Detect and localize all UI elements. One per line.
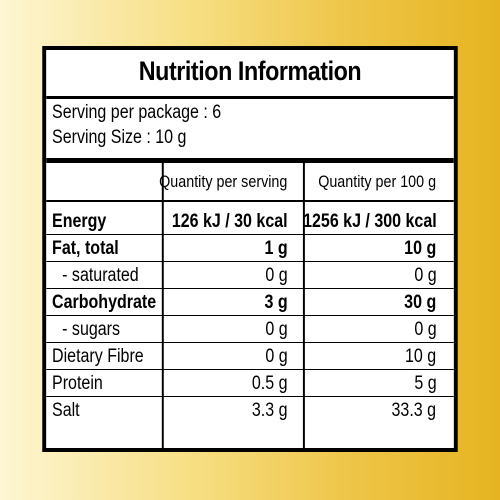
row-divider bbox=[46, 261, 454, 262]
nutrient-name: Protein bbox=[52, 373, 103, 394]
nutrient-name: - sugars bbox=[62, 319, 121, 340]
per-serving-value: 126 kJ / 30 kcal bbox=[171, 211, 288, 232]
per-serving-value: 0 g bbox=[264, 265, 288, 286]
row-divider bbox=[46, 315, 454, 316]
table-row: Energy 126 kJ / 30 kcal 1256 kJ / 300 kcal bbox=[46, 208, 454, 235]
per-serving-value: 0 g bbox=[264, 319, 288, 340]
per-100g-value: 10 g bbox=[404, 238, 437, 259]
table-row: Protein 0.5 g 5 g bbox=[46, 370, 454, 397]
header-per-serving: Quantity per serving bbox=[159, 172, 288, 191]
per-serving-value: 0.5 g bbox=[251, 373, 288, 394]
row-divider bbox=[46, 234, 454, 235]
nutrition-panel: Nutrition Information Serving per packag… bbox=[42, 46, 458, 452]
per-serving-value: 3 g bbox=[264, 292, 288, 313]
per-100g-value: 0 g bbox=[413, 319, 437, 340]
per-100g-value: 0 g bbox=[413, 265, 437, 286]
per-serving-value: 0 g bbox=[264, 346, 288, 367]
header-per-100g: Quantity per 100 g bbox=[318, 172, 437, 191]
row-divider bbox=[46, 342, 454, 343]
table-row: Fat, total 1 g 10 g bbox=[46, 235, 454, 262]
table-row: Salt 3.3 g 33.3 g bbox=[46, 397, 454, 424]
per-100g-value: 5 g bbox=[413, 373, 437, 394]
per-100g-value: 1256 kJ / 300 kcal bbox=[302, 211, 437, 232]
table-row: - saturated 0 g 0 g bbox=[46, 262, 454, 289]
table-row: Carbohydrate 3 g 30 g bbox=[46, 289, 454, 316]
table-row: Dietary Fibre 0 g 10 g bbox=[46, 343, 454, 370]
serving-per-package: Serving per package : 6 bbox=[52, 102, 222, 123]
nutrient-name: Dietary Fibre bbox=[52, 346, 144, 367]
thick-divider bbox=[46, 158, 454, 163]
per-100g-value: 10 g bbox=[405, 346, 437, 367]
per-100g-value: 30 g bbox=[404, 292, 437, 313]
row-divider bbox=[46, 288, 454, 289]
column-divider-1 bbox=[161, 163, 164, 448]
row-divider bbox=[46, 396, 454, 397]
column-divider-2 bbox=[302, 163, 305, 448]
nutrient-name: Carbohydrate bbox=[52, 292, 157, 313]
table-row: - sugars 0 g 0 g bbox=[46, 316, 454, 343]
nutrition-title: Nutrition Information bbox=[138, 56, 362, 86]
row-divider bbox=[46, 369, 454, 370]
serving-size: Serving Size : 10 g bbox=[52, 127, 187, 148]
nutrient-name: Salt bbox=[52, 400, 80, 421]
nutrient-name: Fat, total bbox=[52, 238, 119, 259]
nutrient-name: Energy bbox=[52, 211, 107, 232]
per-serving-value: 3.3 g bbox=[251, 400, 288, 421]
per-100g-value: 33.3 g bbox=[391, 400, 437, 421]
title-divider bbox=[46, 96, 454, 99]
per-serving-value: 1 g bbox=[264, 238, 288, 259]
nutrient-name: - saturated bbox=[62, 265, 139, 286]
header-divider bbox=[46, 200, 454, 202]
